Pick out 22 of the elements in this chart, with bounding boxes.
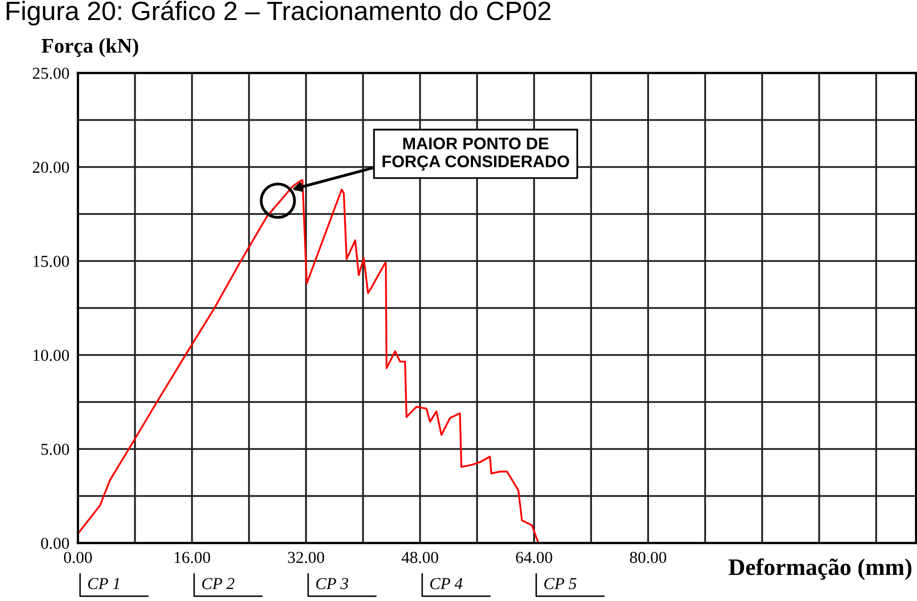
x-tick-label: 64.00 [516, 552, 552, 564]
annotation: MAIOR PONTO DE FORÇA CONSIDERADO [382, 138, 570, 171]
x-tick-label: 16.00 [174, 552, 210, 564]
y-tick-label: 0.00 [41, 538, 69, 550]
text: CP 3 [316, 578, 348, 590]
y-axis-title: Força (kN) [42, 38, 138, 58]
x-tick-label: 32.00 [288, 552, 324, 564]
y-tick-label: 20.00 [32, 162, 69, 174]
chart-title: Figura 20: Gráfico 2 – Tracionamento do CP02 [6, 0, 550, 26]
line-series [78, 179, 540, 544]
x-tick-label: 0.00 [64, 552, 92, 564]
text: CP 5 [544, 578, 576, 590]
y-tick-label: 5.00 [41, 444, 69, 456]
x-tick-label: 48.00 [402, 552, 438, 564]
text: CP 2 [202, 578, 234, 590]
y-tick-label: 10.00 [34, 350, 69, 362]
y-tick-label: 15.00 [34, 256, 69, 268]
text: CP 1 [88, 578, 119, 590]
text: CP 4 [430, 578, 462, 590]
x-axis-title: Deformação (mm) [728, 558, 912, 580]
x-tick-label: 80.00 [630, 552, 666, 564]
y-tick-label: 25.00 [32, 68, 69, 80]
